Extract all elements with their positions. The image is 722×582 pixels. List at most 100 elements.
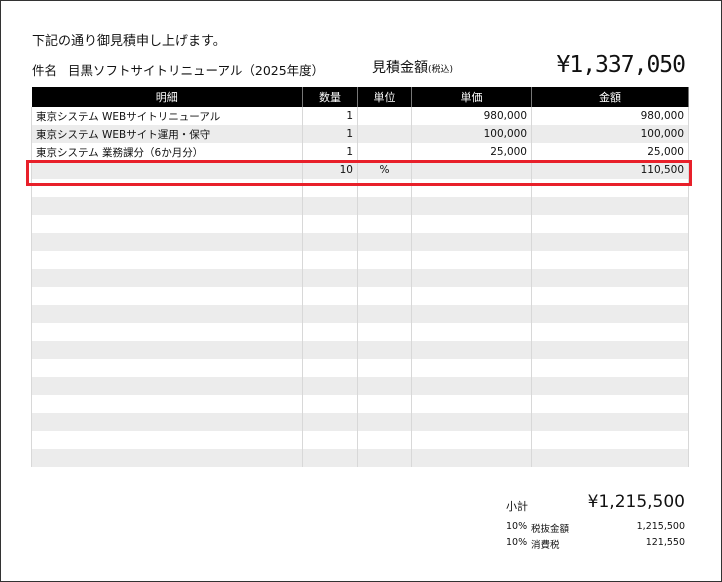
table-cell — [31, 269, 303, 287]
table-cell: 980,000 — [531, 107, 689, 125]
table-cell — [411, 269, 532, 287]
table-cell — [31, 251, 303, 269]
table-cell — [31, 341, 303, 359]
table-cell — [411, 395, 532, 413]
table-cell — [302, 359, 358, 377]
col-unit-price: 単価 — [411, 87, 532, 107]
table-cell — [31, 395, 303, 413]
table-cell — [357, 431, 412, 449]
table-cell — [531, 197, 689, 215]
table-cell: 25,000 — [531, 143, 689, 161]
table-cell — [31, 413, 303, 431]
table-cell: 980,000 — [411, 107, 532, 125]
subtotal-label: 小計 — [506, 500, 528, 513]
table-cell — [302, 287, 358, 305]
table-cell — [357, 413, 412, 431]
table-cell — [411, 377, 532, 395]
table-cell — [31, 161, 303, 179]
table-cell — [302, 413, 358, 431]
table-cell — [31, 233, 303, 251]
subtotal-value: ¥1,215,500 — [587, 492, 685, 512]
table-cell — [302, 395, 358, 413]
table-cell: 25,000 — [411, 143, 532, 161]
table-cell — [531, 323, 689, 341]
table-cell — [357, 377, 412, 395]
table-cell: 東京システム 業務課分（6か月分） — [31, 143, 303, 161]
table-cell — [357, 287, 412, 305]
table-row — [31, 395, 689, 413]
table-cell — [302, 269, 358, 287]
greeting: 下記の通り御見積申し上げます。 — [32, 34, 226, 49]
table-row — [31, 269, 689, 287]
table-cell — [411, 287, 532, 305]
table-cell — [302, 377, 358, 395]
table-cell — [357, 305, 412, 323]
table-cell — [357, 215, 412, 233]
table-cell — [411, 161, 532, 179]
table-cell — [302, 341, 358, 359]
table-cell — [531, 413, 689, 431]
table-cell: 110,500 — [531, 161, 689, 179]
table-cell — [31, 197, 303, 215]
table-cell — [531, 215, 689, 233]
table-row — [31, 233, 689, 251]
estimate-label-text: 見積金額 — [372, 60, 428, 76]
table-cell: 100,000 — [411, 125, 532, 143]
table-cell: 1 — [302, 125, 358, 143]
table-cell — [531, 251, 689, 269]
table-cell: % — [357, 161, 412, 179]
line-items-table: 明細 数量 単位 単価 金額 東京システム WEBサイトリニューアル 1 980,0… — [31, 87, 689, 467]
table-cell — [411, 251, 532, 269]
estimate-note: (税込) — [428, 65, 454, 75]
table-cell — [411, 431, 532, 449]
table-row — [31, 251, 689, 269]
table-cell: 10 — [302, 161, 358, 179]
table-row — [31, 215, 689, 233]
table-cell — [31, 305, 303, 323]
table-cell — [531, 431, 689, 449]
table-row — [31, 341, 689, 359]
table-cell — [357, 449, 412, 467]
table-cell — [531, 449, 689, 467]
table-row — [31, 287, 689, 305]
table-cell — [411, 341, 532, 359]
table-cell — [411, 233, 532, 251]
table-cell — [31, 449, 303, 467]
table-cell — [302, 323, 358, 341]
table-row — [31, 449, 689, 467]
table-cell — [31, 215, 303, 233]
tax-value: 121,550 — [645, 537, 685, 548]
estimate-total: ¥1,337,050 — [556, 52, 686, 78]
table-cell — [302, 251, 358, 269]
table-cell — [411, 323, 532, 341]
table-cell — [357, 125, 412, 143]
table-row — [31, 305, 689, 323]
table-cell — [531, 395, 689, 413]
table-cell — [411, 197, 532, 215]
table-row: 10% 110,500 — [31, 161, 689, 179]
estimate-label: 見積金額(税込) — [372, 57, 453, 77]
table-row: 東京システム 業務課分（6か月分） 1 25,000 25,000 — [31, 143, 689, 161]
col-amount: 金額 — [531, 87, 689, 107]
tax-rate-1: 10% — [506, 521, 528, 532]
table-row — [31, 197, 689, 215]
table-cell — [357, 233, 412, 251]
table-cell — [302, 233, 358, 251]
table-cell — [302, 215, 358, 233]
table-cell — [31, 431, 303, 449]
table-cell — [411, 215, 532, 233]
table-row: 東京システム WEBサイトリニューアル 1 980,000 980,000 — [31, 107, 689, 125]
table-cell: 100,000 — [531, 125, 689, 143]
table-cell — [411, 413, 532, 431]
table-row — [31, 431, 689, 449]
table-row — [31, 323, 689, 341]
table-cell — [357, 323, 412, 341]
col-description: 明細 — [31, 87, 303, 107]
highlight-box — [26, 160, 692, 186]
table-row: 東京システム WEBサイト運用・保守 1 100,000 100,000 — [31, 125, 689, 143]
table-cell — [531, 341, 689, 359]
table-cell — [302, 197, 358, 215]
col-qty: 数量 — [302, 87, 358, 107]
table-cell: 1 — [302, 143, 358, 161]
table-cell — [302, 431, 358, 449]
